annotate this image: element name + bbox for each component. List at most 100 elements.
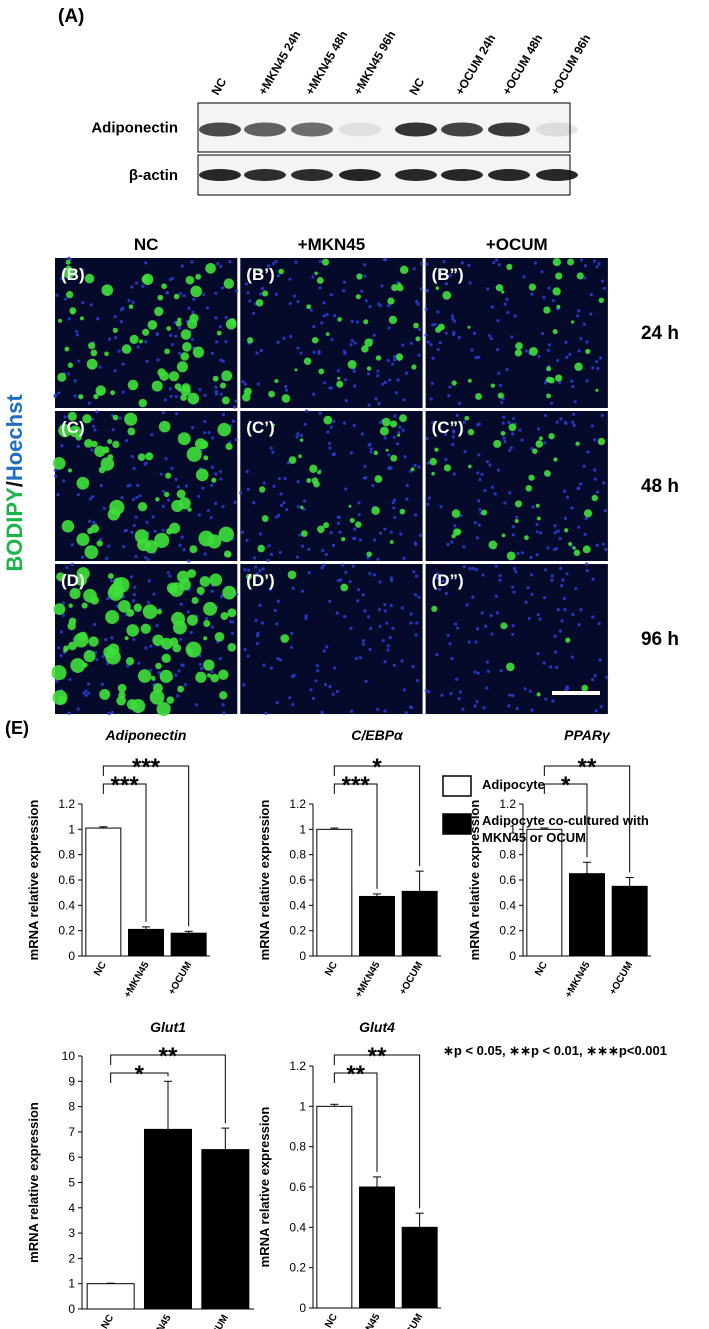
nucleus: [210, 670, 214, 674]
nucleus: [121, 545, 126, 549]
nucleus: [296, 505, 300, 509]
bar: [316, 828, 353, 957]
nucleus: [330, 337, 334, 342]
nucleus: [529, 555, 533, 560]
nucleus: [530, 708, 534, 712]
nucleus: [262, 481, 266, 485]
nucleus: [520, 551, 525, 555]
nucleus: [452, 331, 456, 335]
bar: [611, 885, 648, 957]
nucleus: [318, 411, 322, 415]
lipid-droplet: [78, 394, 84, 400]
nucleus: [59, 654, 63, 658]
nucleus: [317, 349, 321, 354]
lipid-droplet: [117, 683, 127, 693]
lipid-droplet: [467, 378, 472, 383]
nucleus: [245, 538, 249, 543]
nucleus: [577, 349, 581, 353]
lipid-droplet: [219, 382, 227, 389]
lipid-droplet: [467, 464, 472, 469]
nucleus: [203, 552, 207, 556]
nucleus: [568, 352, 572, 356]
nucleus: [516, 551, 520, 556]
nucleus: [298, 533, 302, 537]
nucleus: [240, 530, 245, 534]
bar: [316, 1105, 353, 1309]
nucleus: [494, 594, 498, 598]
lipid-droplet: [565, 637, 571, 643]
lipid-droplet: [112, 327, 118, 333]
nucleus: [218, 469, 222, 474]
lipid-droplet: [199, 440, 209, 449]
lipid-droplet: [205, 262, 216, 274]
nucleus: [431, 323, 435, 327]
nucleus: [474, 640, 478, 644]
nucleus: [90, 417, 95, 421]
panel-label: (C’): [246, 418, 274, 437]
nucleus: [543, 413, 548, 418]
lipid-droplet: [156, 701, 171, 717]
nucleus: [396, 378, 400, 382]
lipid-droplet: [385, 448, 389, 452]
nucleus: [391, 626, 395, 630]
nucleus: [477, 523, 481, 527]
nucleus: [191, 337, 195, 342]
nucleus: [562, 489, 567, 493]
lipid-droplet: [387, 297, 395, 305]
nucleus: [291, 702, 295, 707]
nucleus: [178, 543, 182, 547]
nucleus: [336, 369, 341, 373]
nucleus: [109, 579, 113, 583]
nucleus: [494, 258, 499, 262]
nucleus: [388, 378, 392, 382]
nucleus: [361, 593, 365, 597]
nucleus: [474, 356, 478, 360]
nucleus: [429, 343, 433, 347]
y-tick-label: 0.4: [289, 898, 306, 912]
nucleus: [233, 405, 237, 409]
bar: [201, 1149, 250, 1310]
lipid-droplet: [172, 620, 187, 635]
nucleus: [120, 495, 124, 500]
nucleus: [288, 301, 292, 306]
nucleus: [171, 276, 175, 280]
lipid-droplet: [325, 332, 330, 337]
blot-band: [244, 169, 286, 181]
nucleus: [391, 500, 395, 505]
nucleus: [285, 507, 289, 512]
lipid-droplet: [246, 337, 254, 344]
nucleus: [401, 343, 405, 347]
nucleus: [259, 348, 263, 353]
nucleus: [376, 369, 380, 373]
nucleus: [136, 345, 140, 349]
nucleus: [392, 435, 396, 440]
nucleus: [170, 466, 174, 470]
nucleus: [307, 571, 311, 575]
lipid-droplet: [79, 316, 84, 321]
lipid-droplet: [91, 440, 98, 448]
y-tick-label: 1: [68, 1277, 75, 1291]
nucleus: [255, 351, 259, 355]
y-tick-label: 0: [299, 1301, 306, 1315]
nucleus: [431, 356, 435, 360]
lipid-droplet: [68, 617, 77, 626]
lipid-droplet: [203, 659, 215, 671]
nucleus: [278, 550, 282, 555]
lipid-droplet: [371, 506, 380, 515]
lipid-droplet: [318, 368, 325, 375]
lipid-droplet: [411, 364, 417, 370]
nucleus: [552, 547, 557, 552]
nucleus: [480, 472, 484, 477]
panel-label: (D): [61, 571, 85, 590]
lipid-droplet: [137, 502, 148, 512]
lipid-droplet: [206, 673, 212, 678]
nucleus: [478, 508, 482, 512]
y-tick-label: 0: [68, 1302, 75, 1316]
nucleus: [355, 320, 360, 324]
nucleus: [165, 291, 170, 295]
nucleus: [603, 509, 607, 513]
nucleus: [368, 305, 372, 309]
nucleus: [318, 286, 322, 290]
nucleus: [448, 385, 452, 389]
nucleus: [591, 577, 595, 581]
